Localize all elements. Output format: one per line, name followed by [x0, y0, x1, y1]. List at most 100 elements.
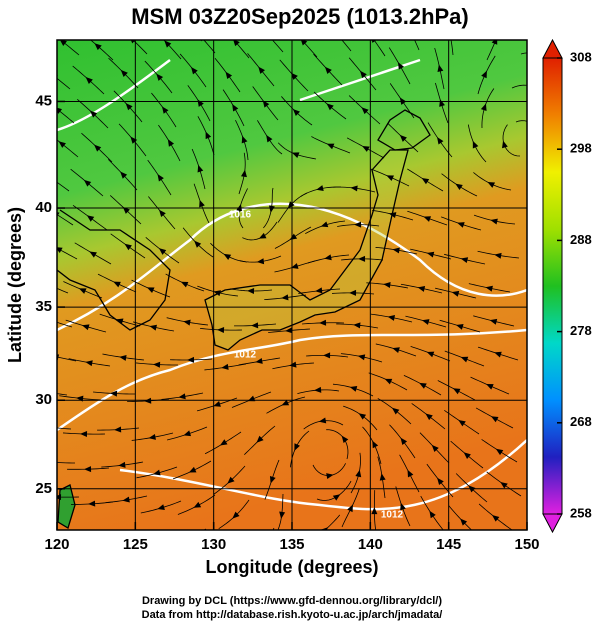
streamline-arrow	[355, 469, 362, 478]
streamline-arrow	[437, 64, 444, 73]
streamline-arrow	[349, 386, 358, 392]
streamline-arrow	[153, 469, 161, 476]
streamline-arrow	[347, 504, 353, 513]
colorbar-tick-label: 258	[570, 505, 592, 520]
streamline-arrow	[118, 461, 126, 468]
streamline-arrow	[326, 143, 335, 150]
plot-area: 1016 1012 1012	[46, 30, 538, 540]
streamline-arrow	[269, 475, 276, 484]
streamline-arrow	[178, 393, 186, 400]
streamline	[414, 40, 420, 51]
streamline-arrow	[451, 290, 460, 297]
isobar-label: 1012	[234, 350, 257, 361]
streamline-arrow	[290, 263, 299, 269]
x-tick-label: 140	[358, 536, 383, 553]
streamline-arrow	[391, 407, 400, 415]
streamline-arrow	[79, 534, 86, 540]
streamline-arrow	[46, 425, 53, 431]
streamline-arrow	[146, 287, 155, 294]
streamline-arrow	[400, 437, 408, 446]
streamline-arrow	[458, 419, 466, 427]
streamline-arrow	[463, 452, 471, 460]
streamline	[57, 462, 76, 464]
y-tick-label: 45	[35, 92, 52, 109]
streamline-arrow	[85, 77, 93, 84]
streamline-arrow	[417, 285, 426, 292]
streamline-arrow	[341, 435, 349, 444]
streamline-arrow	[180, 281, 189, 288]
streamline-arrow	[94, 43, 102, 51]
streamline-arrow	[233, 40, 240, 47]
streamline-arrow	[161, 106, 169, 114]
isobar	[57, 202, 527, 332]
streamline-arrow	[94, 144, 102, 152]
streamline-arrow	[423, 216, 432, 222]
streamline-arrow	[59, 40, 67, 46]
streamline-arrow	[315, 287, 323, 294]
streamline-arrow	[437, 477, 444, 486]
streamline-arrow	[167, 139, 175, 147]
streamline-arrow	[425, 413, 433, 421]
streamline-arrow	[500, 481, 508, 489]
streamline	[341, 40, 352, 52]
streamline-arrow	[426, 351, 435, 358]
streamline-arrow	[335, 32, 342, 39]
streamline-arrow	[268, 205, 275, 213]
streamline	[515, 120, 527, 123]
streamline-arrow	[350, 185, 358, 192]
streamline-arrow	[86, 215, 95, 222]
streamline-arrow	[232, 511, 240, 519]
streamline-arrow	[258, 66, 266, 74]
streamline-arrow	[487, 182, 496, 188]
streamline-arrow	[494, 351, 502, 358]
streamline-arrow	[323, 352, 331, 359]
streamline-arrow	[89, 110, 98, 118]
x-tick-label: 125	[123, 536, 148, 553]
streamline-arrow	[300, 40, 308, 46]
streamline-arrow	[119, 354, 127, 361]
streamline-arrow	[371, 507, 378, 515]
streamline-arrow	[491, 40, 498, 45]
streamline-arrow	[122, 496, 130, 503]
streamline-arrow	[164, 40, 172, 48]
isobar-label: 1016	[229, 210, 252, 221]
streamline-arrow	[489, 318, 498, 325]
streamline-arrow	[251, 322, 259, 329]
streamline-arrow	[357, 354, 366, 361]
streamline-arrow	[392, 247, 400, 254]
streamline-arrow	[448, 30, 454, 37]
streamline-arrow	[490, 416, 499, 423]
colorbar	[542, 57, 563, 515]
streamline-arrow	[392, 347, 400, 353]
streamline-arrow	[455, 183, 463, 190]
footer-line: Data from http://database.rish.kyoto-u.a…	[142, 609, 443, 621]
streamline-arrow	[289, 233, 298, 240]
streamline	[135, 529, 138, 530]
streamline-arrow	[199, 199, 205, 208]
y-tick-label: 25	[35, 480, 52, 497]
streamline-arrow	[80, 431, 88, 438]
colorbar-tick-label: 308	[570, 49, 592, 64]
streamline	[57, 181, 70, 192]
streamline-arrow	[481, 70, 487, 79]
streamline-arrow	[452, 388, 461, 395]
streamline-arrow	[281, 399, 290, 406]
streamline-arrow	[290, 72, 298, 80]
x-tick-label: 135	[279, 536, 304, 553]
x-tick-label: 120	[44, 536, 69, 553]
streamline-arrow	[183, 534, 191, 540]
streamline-arrow	[384, 378, 393, 385]
streamline-arrow	[266, 134, 273, 143]
coastline	[377, 109, 431, 151]
streamline	[132, 40, 148, 55]
streamline-arrow	[205, 131, 212, 140]
streamline-arrow	[431, 444, 439, 453]
streamline-arrow	[460, 518, 468, 526]
isobar	[119, 439, 527, 511]
streamline-arrow	[531, 122, 538, 129]
streamline-arrow	[421, 319, 430, 325]
streamline-arrow	[57, 459, 58, 463]
coastline	[204, 149, 409, 351]
streamline-arrow	[379, 473, 386, 481]
